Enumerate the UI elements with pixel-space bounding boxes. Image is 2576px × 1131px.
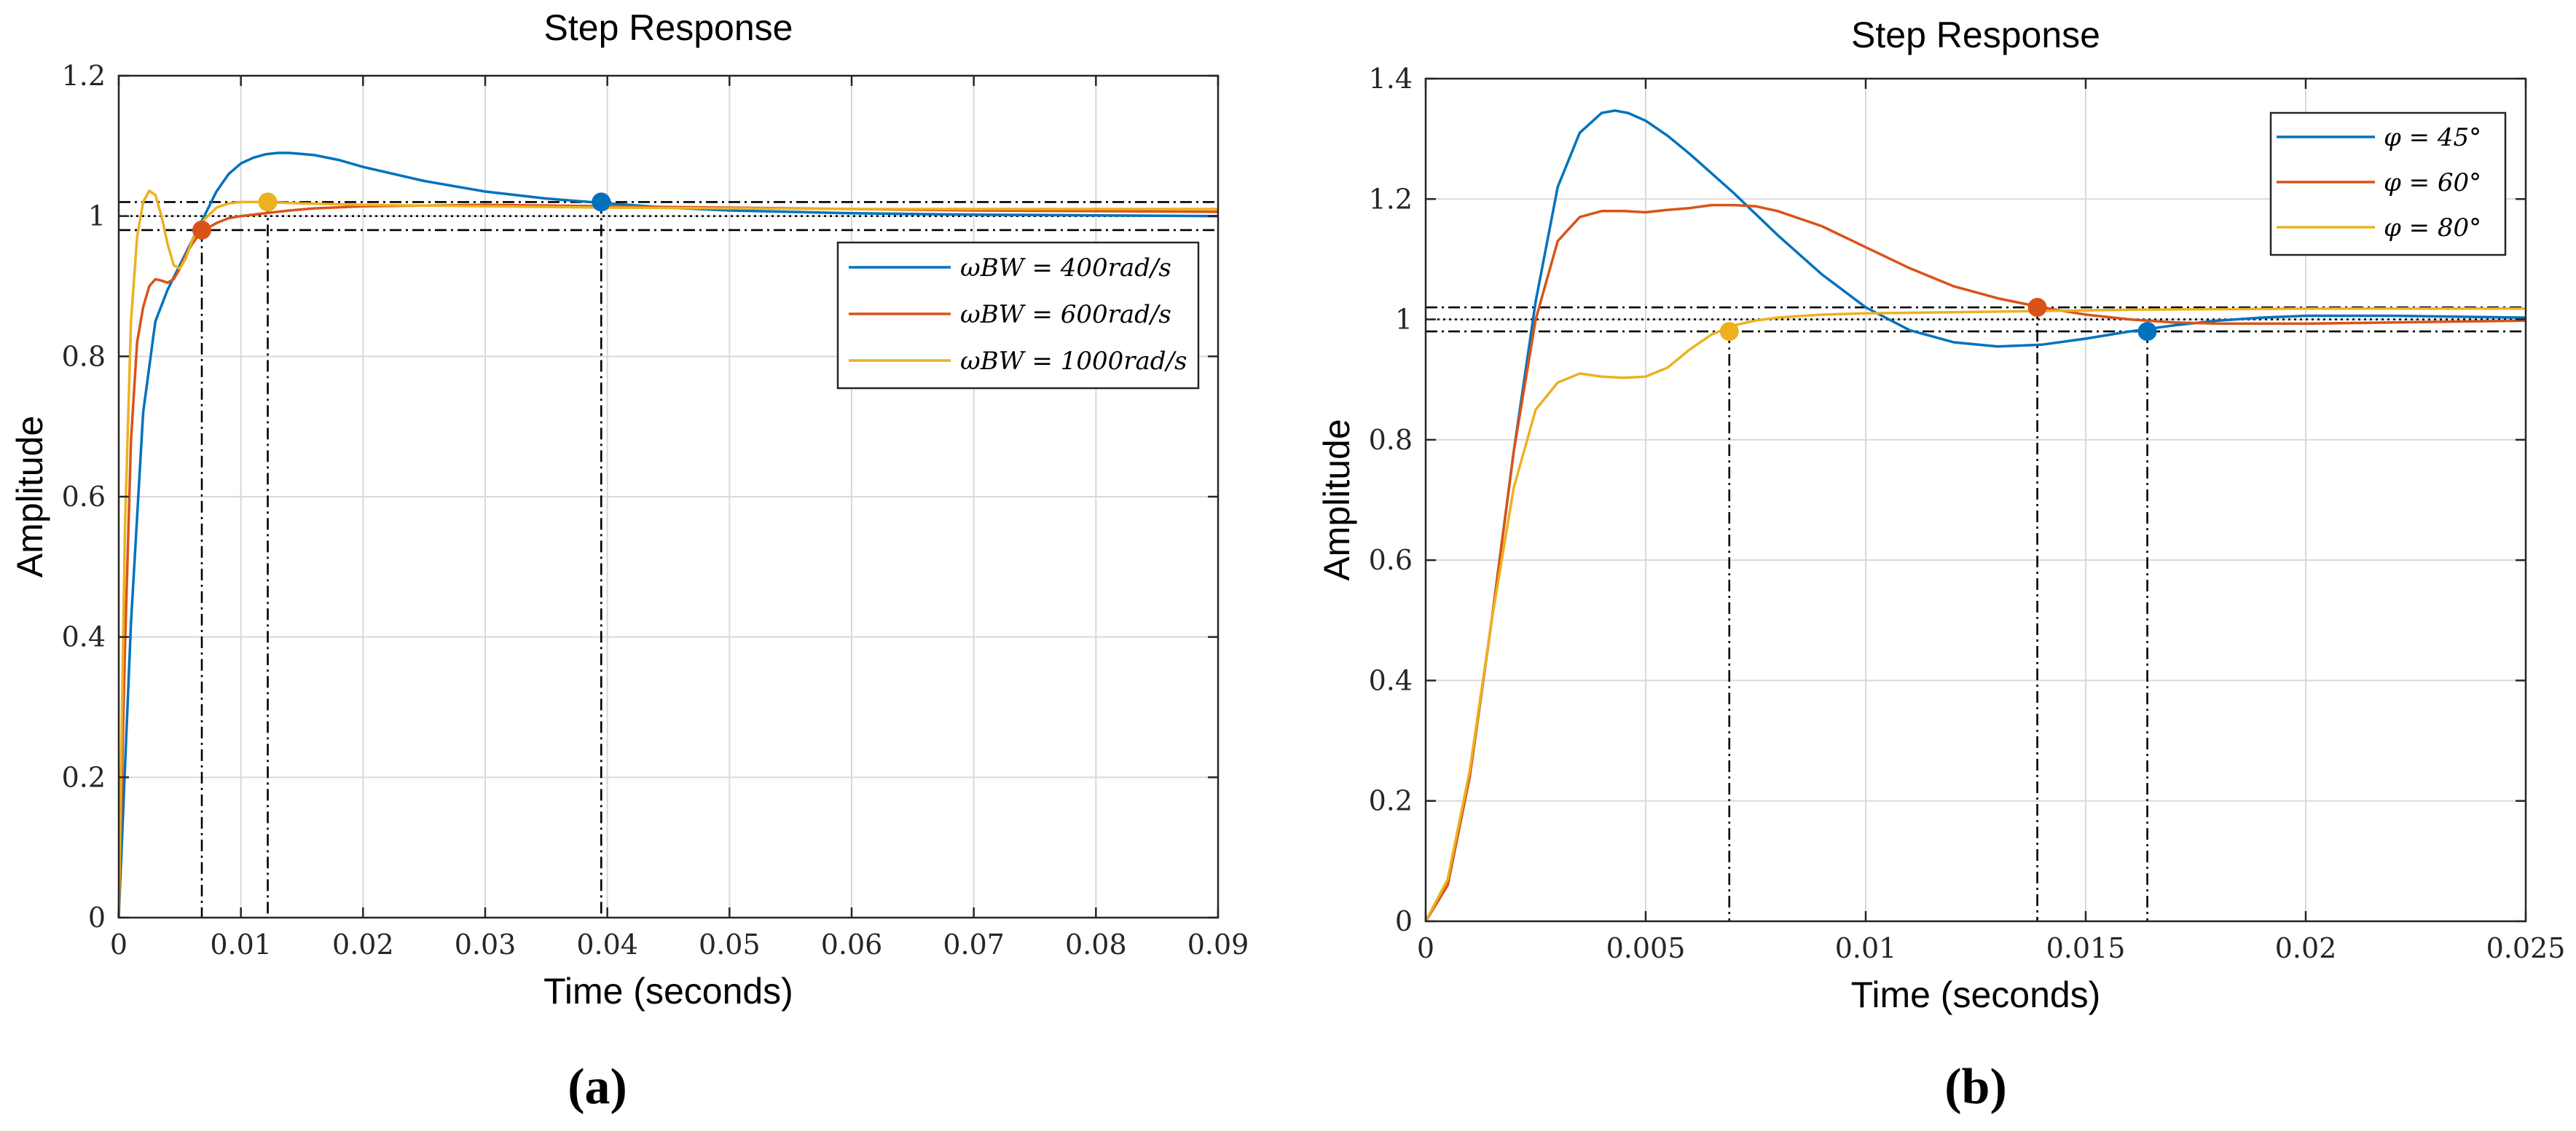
x-tick-label: 0.02 <box>2275 932 2337 964</box>
panel-caption: (b) <box>1944 1059 2007 1115</box>
x-tick-label: 0.03 <box>455 929 517 961</box>
y-tick-label: 1 <box>88 200 106 232</box>
settling-marker <box>2137 322 2157 342</box>
y-tick-label: 1 <box>1395 304 1413 336</box>
y-tick-label: 0.8 <box>1369 424 1413 456</box>
legend-label-3: ωBW = 1000rad/s <box>960 347 1187 376</box>
panel-caption: (a) <box>568 1059 627 1115</box>
x-tick-label: 0.01 <box>1835 932 1897 964</box>
legend-label-1: ωBW = 400rad/s <box>960 253 1171 283</box>
x-tick-label: 0.02 <box>332 929 394 961</box>
settling-marker <box>2027 298 2047 318</box>
chart-panel-a: 0 0.01 0.02 0.03 0.04 0.05 0.06 0.07 0.08 0.09 0 0.… <box>9 7 1249 1115</box>
y-tick-label: 1.2 <box>62 60 106 92</box>
x-axis-label: Time (seconds) <box>1851 974 2101 1015</box>
settling-marker <box>258 192 278 212</box>
legend-label-2: ωBW = 600rad/s <box>960 300 1171 329</box>
x-tick-label: 0.05 <box>699 929 761 961</box>
y-tick-label: 0.2 <box>62 761 106 793</box>
legend: ωBW = 400rad/s ωBW = 600rad/s ωBW = 1000ra… <box>836 241 1200 390</box>
y-tick-label: 1.4 <box>1369 63 1413 95</box>
y-tick-label: 1.2 <box>1369 183 1413 215</box>
x-tick-label: 0.06 <box>821 929 883 961</box>
axes-frame <box>1424 77 2527 923</box>
series-line-1 <box>1424 109 2526 922</box>
legend-label-1: φ = 45° <box>2384 123 2481 152</box>
x-tick-label: 0.005 <box>1606 932 1686 964</box>
x-tick-label: 0.01 <box>210 929 272 961</box>
y-tick-label: 0.6 <box>62 481 106 513</box>
y-tick-label: 0.4 <box>62 621 106 653</box>
y-tick-label: 0 <box>88 902 106 934</box>
x-tick-label: 0 <box>110 929 127 961</box>
y-axis-label: Amplitude <box>1316 419 1357 580</box>
y-tick-label: 0.8 <box>62 340 106 372</box>
x-tick-label: 0.025 <box>2486 932 2566 964</box>
legend-label-3: φ = 80° <box>2384 213 2481 243</box>
chart-title: Step Response <box>544 7 793 48</box>
y-tick-label: 0.4 <box>1369 664 1413 696</box>
chart-panel-b: 0 0.005 0.01 0.015 0.02 0.025 0 0.2 0.4 0.6 0.8 1 1.… <box>1316 15 2565 1115</box>
series-line-2 <box>1424 203 2526 922</box>
series-line-3 <box>117 189 1218 918</box>
y-tick-label: 0 <box>1395 905 1413 937</box>
x-tick-label: 0.04 <box>576 929 638 961</box>
legend-label-2: φ = 60° <box>2384 168 2481 197</box>
y-tick-label: 0.6 <box>1369 544 1413 576</box>
x-tick-label: 0 <box>1417 932 1434 964</box>
x-tick-label: 0.08 <box>1065 929 1127 961</box>
x-axis-label: Time (seconds) <box>543 971 793 1012</box>
series-line-3 <box>1424 307 2526 922</box>
x-tick-label: 0.07 <box>943 929 1005 961</box>
settling-marker <box>192 220 212 240</box>
y-tick-label: 0.2 <box>1369 785 1413 817</box>
y-axis-label: Amplitude <box>9 416 50 578</box>
legend: φ = 45° φ = 60° φ = 80° <box>2269 111 2507 256</box>
chart-title: Step Response <box>1851 15 2100 55</box>
settling-marker <box>1719 322 1739 342</box>
settling-marker <box>592 192 611 212</box>
x-tick-label: 0.09 <box>1187 929 1249 961</box>
x-tick-label: 0.015 <box>2046 932 2126 964</box>
